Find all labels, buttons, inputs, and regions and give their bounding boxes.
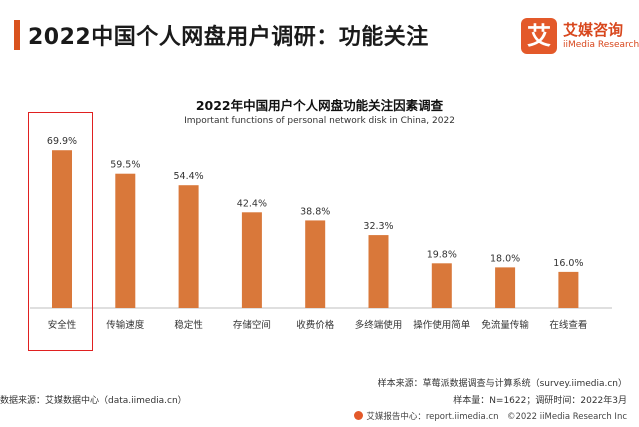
data-label-2: 54.4% [174,171,204,182]
page-title: 2022中国个人网盘用户调研：功能关注 [28,25,429,50]
data-label-4: 38.8% [300,206,330,217]
bar-7 [495,267,516,308]
category-label-7: 免流量传输 [481,319,529,331]
brand-logo: 艾 艾媒咨询 iiMedia Research [521,18,639,56]
category-label-4: 收费价格 [296,319,335,331]
bar-1 [115,173,136,308]
bar-4 [305,220,326,308]
title-accent-bar [14,20,20,50]
category-label-2: 稳定性 [174,319,203,331]
bar-8 [558,271,579,308]
data-label-7: 18.0% [490,253,520,264]
bar-3 [241,212,262,308]
report-center-text: 艾媒报告中心：report.iimedia.cn ©2022 iiMedia R… [366,412,627,422]
chart-title: 2022年中国用户个人网盘功能关注因素调查 [195,98,444,113]
data-source-note: 数据来源：艾媒数据中心（data.iimedia.cn） [0,396,187,406]
data-label-6: 19.8% [427,249,457,260]
data-label-8: 16.0% [553,258,583,269]
bar-2 [178,185,199,308]
logo-name-en: iiMedia Research [563,40,639,50]
bar-0 [52,150,72,308]
logo-name-cn: 艾媒咨询 [563,21,624,39]
category-label-5: 多终端使用 [355,319,403,331]
report-center-note: 艾媒报告中心：report.iimedia.cn ©2022 iiMedia R… [354,410,627,422]
logo-mark-icon: 艾 [521,18,557,54]
sample-source-note: 样本来源：草莓派数据调查与计算系统（survey.iimedia.cn） [377,379,627,389]
category-label-1: 传输速度 [106,319,145,331]
data-label-1: 59.5% [110,160,140,171]
bar-5 [368,235,389,308]
category-label-8: 在线查看 [549,319,587,331]
sample-size-note: 样本量：N=1622；调研时间：2022年3月 [453,396,627,406]
data-label-5: 32.3% [363,221,393,232]
category-label-3: 存储空间 [233,319,271,331]
bar-6 [431,263,452,308]
category-label-6: 操作使用简单 [413,319,471,331]
category-label-0: 安全性 [48,319,77,331]
chart-subtitle: Important functions of personal network … [184,116,455,126]
report-icon [354,411,364,420]
highlight-box [28,112,93,351]
data-label-0: 69.9% [47,136,77,147]
data-label-3: 42.4% [237,198,267,209]
